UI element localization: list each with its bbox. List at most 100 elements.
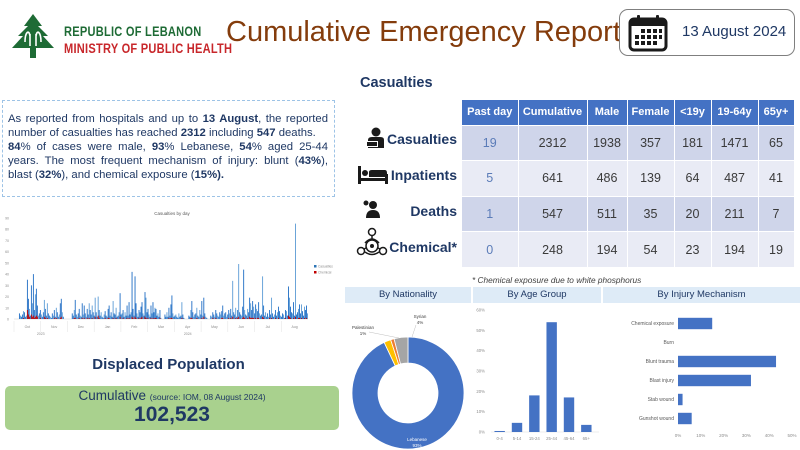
daily-chemical-bar bbox=[36, 316, 38, 319]
daily-bar bbox=[87, 314, 89, 319]
daily-bar bbox=[236, 316, 238, 319]
daily-bar bbox=[169, 315, 171, 319]
daily-chemical-bar bbox=[86, 317, 88, 319]
daily-bar bbox=[206, 317, 208, 319]
y-tick-label: 0% bbox=[479, 430, 485, 435]
table-cell: 35 bbox=[627, 195, 675, 232]
daily-bar bbox=[274, 314, 276, 319]
summary-text: ), and chemical exposure ( bbox=[61, 169, 195, 182]
daily-bar bbox=[62, 316, 64, 319]
row-label-inpatients: Inpatients bbox=[390, 167, 457, 183]
daily-bar bbox=[159, 310, 161, 319]
daily-chemical-bar bbox=[43, 316, 45, 319]
daily-bar bbox=[89, 310, 91, 319]
daily-bar bbox=[143, 315, 145, 319]
daily-chemical-bar bbox=[88, 317, 90, 319]
y-tick-label: 60% bbox=[476, 308, 485, 313]
y-tick-label: Chemical exposure bbox=[631, 321, 674, 327]
calendar-icon bbox=[628, 15, 668, 52]
daily-bar bbox=[222, 305, 224, 319]
daily-bar bbox=[144, 292, 146, 319]
daily-bar bbox=[258, 302, 260, 319]
summary-text: deaths. bbox=[275, 127, 316, 140]
table-cell: 41 bbox=[758, 160, 795, 196]
daily-chemical-bar bbox=[222, 317, 224, 319]
casualties-table: Past day Cumulative Male Female <19y 19-… bbox=[462, 100, 795, 267]
daily-bar bbox=[112, 301, 114, 319]
table-row: 5 641 486 139 64 487 41 bbox=[462, 160, 795, 196]
daily-bar bbox=[168, 307, 170, 319]
daily-bar bbox=[180, 315, 182, 319]
displaced-label: Cumulative bbox=[78, 388, 146, 403]
daily-chemical-bar bbox=[135, 317, 137, 319]
slice-value: 93% bbox=[412, 443, 421, 448]
daily-bar bbox=[307, 313, 308, 319]
daily-bar bbox=[85, 316, 87, 319]
daily-chemical-bar bbox=[74, 317, 76, 319]
daily-bar bbox=[73, 310, 75, 319]
daily-chemical-bar bbox=[55, 317, 57, 319]
daily-bar bbox=[114, 314, 116, 319]
daily-bar bbox=[90, 314, 92, 319]
daily-bar bbox=[57, 316, 59, 319]
summary-deaths: 547 bbox=[256, 127, 276, 140]
daily-chemical-bar bbox=[190, 317, 192, 319]
daily-bar bbox=[281, 316, 282, 319]
page-title: Cumulative Emergency Report bbox=[226, 16, 621, 48]
daily-bar bbox=[75, 314, 77, 319]
y-tick-label: 20 bbox=[5, 295, 9, 299]
daily-bar bbox=[60, 298, 62, 319]
daily-bar bbox=[243, 269, 245, 319]
daily-bar bbox=[133, 315, 135, 319]
slice-label: Syrian bbox=[414, 314, 427, 319]
y-tick-label: 30 bbox=[5, 284, 9, 288]
daily-bar bbox=[123, 316, 125, 319]
daily-bar bbox=[189, 316, 191, 319]
daily-bar bbox=[284, 317, 285, 319]
daily-bar bbox=[266, 316, 268, 319]
column-header: <19y bbox=[674, 100, 712, 125]
daily-bar bbox=[141, 302, 143, 319]
daily-chemical-bar bbox=[253, 317, 255, 319]
year-label: 2024 bbox=[184, 332, 192, 336]
org-line-2: MINISTRY OF PUBLIC HEALTH bbox=[64, 41, 233, 56]
daily-bar bbox=[43, 299, 45, 319]
daily-bar bbox=[183, 317, 185, 319]
daily-bar bbox=[115, 307, 117, 319]
daily-bar bbox=[260, 315, 262, 319]
daily-bar bbox=[190, 310, 192, 319]
daily-bar bbox=[282, 313, 283, 319]
daily-bar bbox=[71, 313, 73, 319]
daily-chemical-bar bbox=[115, 317, 117, 319]
daily-chemical-bar bbox=[203, 316, 205, 319]
daily-chemical-bar bbox=[235, 317, 237, 319]
daily-bar bbox=[52, 315, 54, 319]
daily-bar bbox=[100, 312, 102, 319]
daily-chemical-bar bbox=[301, 317, 302, 319]
daily-bar bbox=[203, 297, 205, 319]
y-tick-label: 40% bbox=[476, 348, 485, 353]
daily-bar bbox=[242, 306, 244, 319]
table-cell: 20 bbox=[674, 195, 712, 232]
daily-bar bbox=[291, 312, 292, 319]
daily-chemical-bar bbox=[262, 316, 264, 319]
month-label: Aug bbox=[292, 325, 298, 329]
month-label: May bbox=[211, 325, 218, 329]
daily-bar bbox=[47, 313, 49, 319]
table-cell: 194 bbox=[587, 231, 628, 267]
daily-bar bbox=[54, 316, 56, 319]
daily-chemical-bar bbox=[304, 317, 305, 319]
daily-chemical-bar bbox=[298, 317, 299, 319]
leader-line bbox=[368, 331, 400, 339]
daily-bar bbox=[138, 310, 140, 319]
daily-bar bbox=[277, 312, 279, 319]
daily-chemical-bar bbox=[78, 317, 80, 319]
daily-chemical-bar bbox=[232, 316, 234, 319]
daily-bar bbox=[253, 306, 255, 319]
daily-bar bbox=[88, 303, 90, 319]
table-cell: 194 bbox=[711, 231, 759, 267]
table-cell: 357 bbox=[627, 124, 675, 161]
daily-chemical-bar bbox=[250, 317, 252, 319]
daily-bar bbox=[249, 297, 251, 319]
daily-bar bbox=[117, 315, 119, 319]
